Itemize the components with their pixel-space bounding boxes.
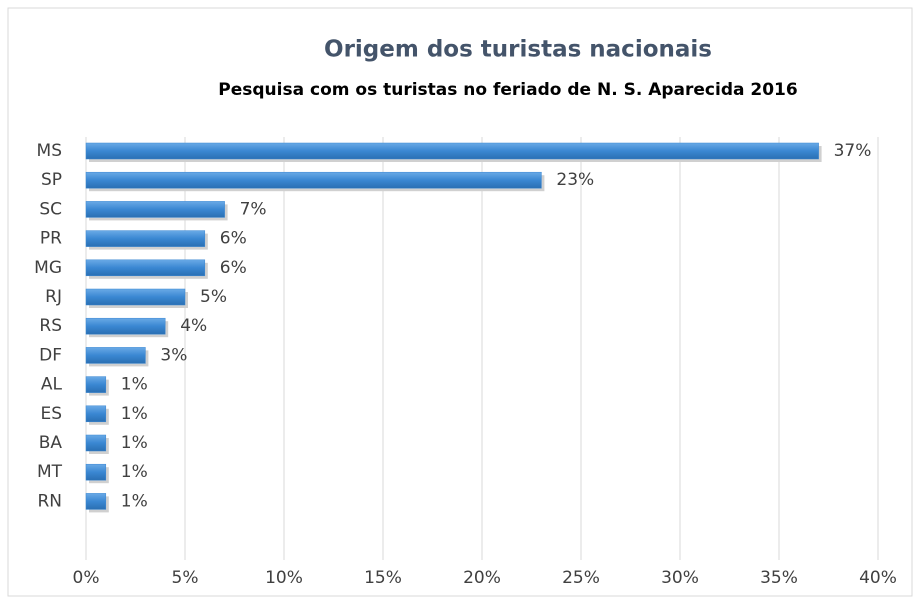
y-tick-label: PR (40, 229, 62, 249)
data-label: 1% (121, 375, 148, 395)
bar (85, 142, 819, 160)
x-tick-label: 25% (562, 568, 600, 588)
bar (85, 405, 107, 423)
x-tick-label: 10% (265, 568, 303, 588)
data-label: 1% (121, 433, 148, 453)
data-label: 7% (240, 199, 267, 219)
bar (85, 259, 206, 277)
bar (85, 463, 107, 481)
chart-title: Origem dos turistas nacionais (324, 37, 712, 63)
y-tick-label: ES (40, 404, 62, 424)
data-label: 4% (180, 316, 207, 336)
y-tick-label: MS (37, 141, 62, 161)
y-tick-label: SC (39, 199, 62, 219)
y-tick-label: RS (39, 316, 62, 336)
x-tick-label: 30% (661, 568, 699, 588)
x-tick-label: 35% (760, 568, 798, 588)
bar (85, 434, 107, 452)
bar (85, 288, 186, 306)
bar (85, 347, 146, 364)
y-tick-label: RJ (45, 287, 62, 307)
bar (85, 493, 107, 510)
chart-subtitle: Pesquisa com os turistas no feriado de N… (218, 80, 797, 100)
x-tick-label: 40% (859, 568, 897, 588)
y-tick-label: DF (39, 345, 62, 365)
y-tick-label: SP (41, 170, 62, 190)
data-label: 23% (556, 170, 594, 190)
y-tick-label: MG (34, 258, 62, 278)
y-tick-label: BA (39, 433, 63, 453)
y-tick-label: RN (37, 491, 62, 511)
x-tick-label: 15% (364, 568, 402, 588)
data-label: 1% (121, 491, 148, 511)
bar (85, 376, 107, 393)
x-tick-label: 5% (172, 568, 199, 588)
bar (85, 230, 206, 247)
y-tick-label: AL (41, 375, 63, 395)
bar (85, 171, 542, 189)
data-label: 1% (121, 404, 148, 424)
data-label: 37% (834, 141, 872, 161)
data-label: 6% (220, 258, 247, 278)
x-tick-label: 0% (73, 568, 100, 588)
data-label: 1% (121, 462, 148, 482)
data-label: 5% (200, 287, 227, 307)
data-label: 6% (220, 229, 247, 249)
data-label: 3% (160, 345, 187, 365)
bar (85, 317, 166, 335)
x-tick-label: 20% (463, 568, 501, 588)
bar (85, 201, 225, 218)
y-tick-label: MT (37, 462, 63, 482)
